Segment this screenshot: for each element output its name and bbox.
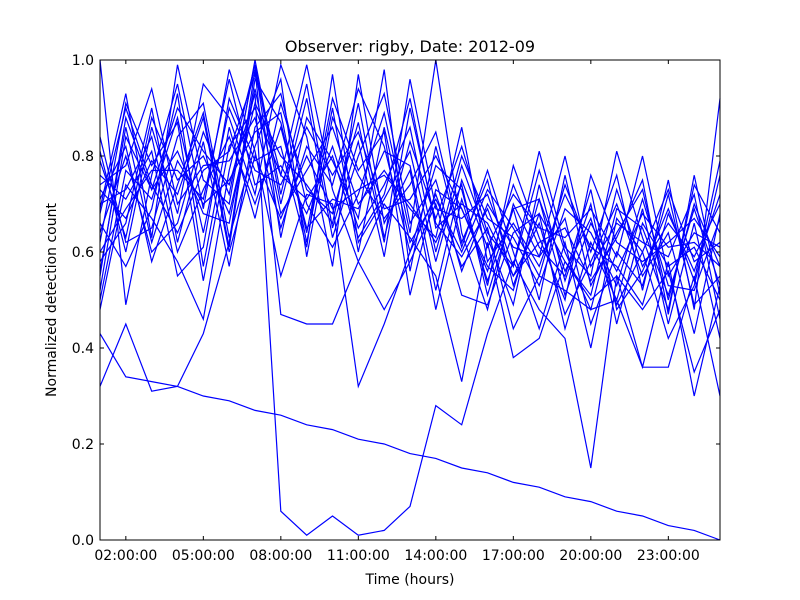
chart-title: Observer: rigby, Date: 2012-09	[285, 37, 535, 56]
y-axis: 0.0 0.2 0.4 0.6 0.8 1.0	[72, 53, 720, 549]
y-tick-label: 0.8	[72, 149, 94, 165]
series-line-12	[99, 88, 721, 307]
x-tick-label: 23:00:00	[637, 548, 700, 564]
series-line-21	[99, 98, 721, 310]
x-tick-label: 11:00:00	[327, 548, 390, 564]
series-line-6	[99, 77, 721, 307]
series-line-5	[99, 64, 721, 339]
y-tick-label: 0.2	[72, 437, 94, 453]
y-tick-label: 0.6	[72, 245, 94, 261]
series-line-20	[99, 101, 721, 312]
series-line-22	[99, 115, 721, 298]
x-axis: 02:00:00 05:00:00 08:00:00 11:00:00 14:00:00…	[94, 60, 700, 564]
y-axis-label: Normalized detection count	[44, 203, 60, 397]
y-tick-label: 1.0	[72, 53, 94, 69]
series-line-16	[99, 76, 721, 297]
x-axis-label: Time (hours)	[365, 572, 455, 588]
x-tick-label: 17:00:00	[482, 548, 545, 564]
series-line-11	[99, 74, 721, 325]
series-line-10	[99, 59, 721, 327]
plot-frame	[99, 59, 721, 541]
series-line-17	[99, 64, 721, 320]
x-tick-label: 20:00:00	[559, 548, 622, 564]
x-tick-label: 08:00:00	[249, 548, 312, 564]
series-line-3	[99, 333, 721, 541]
y-tick-label: 0.4	[72, 341, 94, 357]
y-tick-label: 0.0	[72, 533, 94, 549]
series-line-14	[99, 86, 721, 303]
series-line-23	[99, 72, 721, 315]
series-line-13	[99, 79, 721, 312]
series-group	[99, 59, 721, 541]
series-line-18	[99, 125, 721, 291]
x-tick-label: 02:00:00	[94, 548, 157, 564]
series-line-19	[99, 105, 721, 312]
series-line-9	[99, 59, 721, 334]
series-line-2	[99, 93, 721, 536]
x-tick-label: 05:00:00	[172, 548, 235, 564]
x-tick-label: 14:00:00	[404, 548, 467, 564]
series-line-15	[99, 79, 721, 292]
series-line-8	[99, 62, 721, 310]
series-line-7	[99, 64, 721, 349]
